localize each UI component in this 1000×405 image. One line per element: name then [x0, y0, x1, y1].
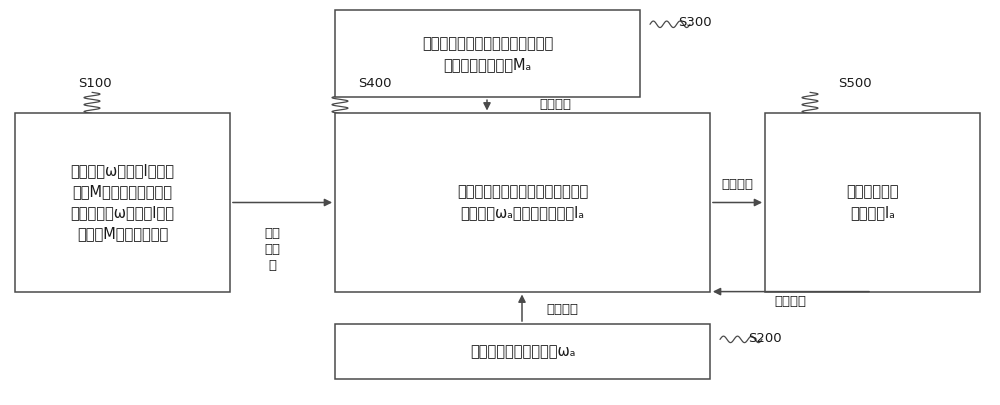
- Text: S500: S500: [838, 77, 872, 90]
- Text: S200: S200: [748, 332, 782, 345]
- Bar: [335, 113, 710, 292]
- Bar: [335, 324, 710, 379]
- Text: 输出电流: 输出电流: [721, 178, 753, 191]
- Text: 反馈电流: 反馈电流: [774, 295, 806, 308]
- Text: S100: S100: [78, 77, 112, 90]
- Text: 输出
关系
表: 输出 关系 表: [264, 226, 280, 272]
- Text: 依据对应关系表、目标扭力指令和
实时转速ωₐ计算出实时电流Iₐ: 依据对应关系表、目标扭力指令和 实时转速ωₐ计算出实时电流Iₐ: [457, 185, 588, 220]
- Text: 接收目标扭力指令，目标扭力指令
包含目标阻力扭矩Mₐ: 接收目标扭力指令，目标扭力指令 包含目标阻力扭矩Mₐ: [422, 36, 553, 72]
- Text: S300: S300: [678, 16, 712, 29]
- Text: 输入信号: 输入信号: [546, 303, 578, 316]
- Bar: [335, 10, 640, 97]
- Text: S400: S400: [358, 77, 392, 90]
- Bar: [765, 113, 980, 292]
- Text: 读取转速ω、电流I和阻力
扭矩M的对应数值，建立
并存储转速ω、电流I和阻
力扭矩M的对应关系表: 读取转速ω、电流I和阻力 扭矩M的对应数值，建立 并存储转速ω、电流I和阻 力扭…: [70, 164, 175, 241]
- Text: 给电磁铁输入
调控电流Iₐ: 给电磁铁输入 调控电流Iₐ: [846, 185, 899, 220]
- Bar: [15, 113, 230, 292]
- Text: 输入信号: 输入信号: [539, 98, 571, 111]
- Text: 监测阻力轮的实时转速ωₐ: 监测阻力轮的实时转速ωₐ: [470, 344, 575, 359]
